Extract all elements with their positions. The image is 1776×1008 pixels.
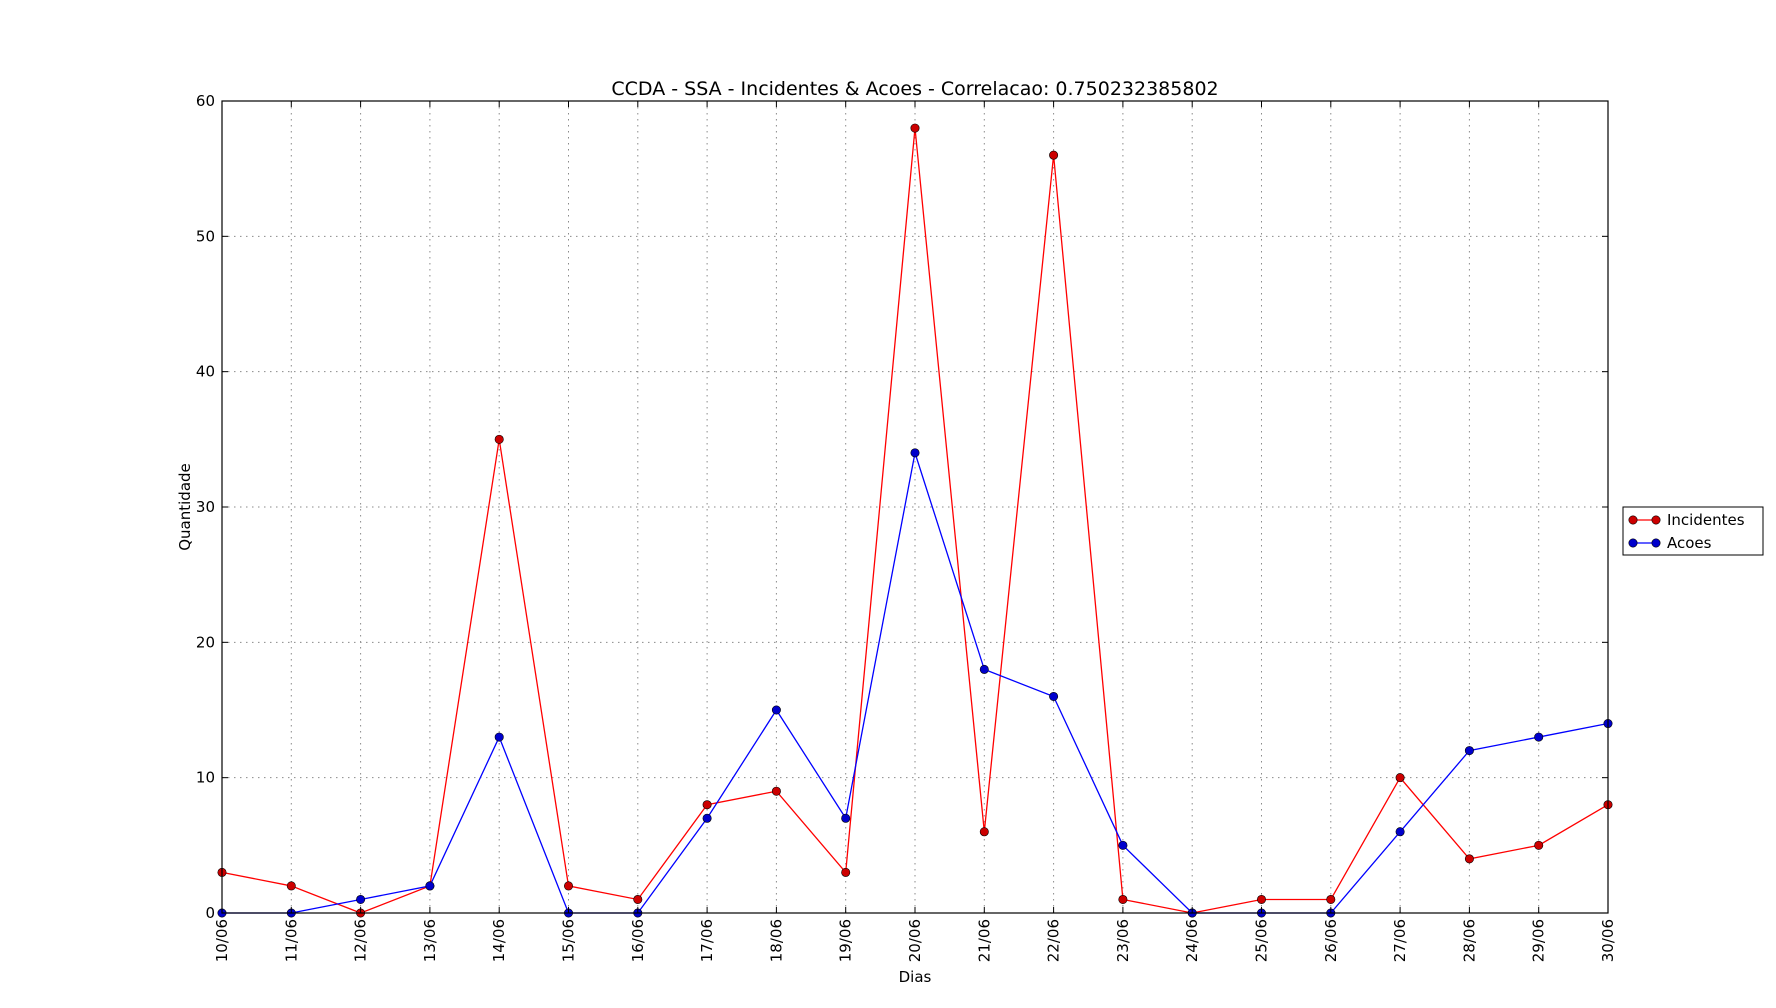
data-point-acoes <box>1395 827 1405 837</box>
y-tick-label: 30 <box>196 498 215 516</box>
x-tick-label: 29/06 <box>1530 919 1548 962</box>
legend-label: Acoes <box>1667 534 1712 552</box>
data-point-acoes <box>910 448 920 458</box>
x-tick-label: 22/06 <box>1045 919 1063 962</box>
legend-marker <box>1651 538 1661 548</box>
legend-item-incidentes: Incidentes <box>1628 511 1745 529</box>
data-point-incidentes <box>979 827 989 837</box>
x-tick-label: 28/06 <box>1460 919 1478 962</box>
data-point-incidentes <box>286 881 296 891</box>
grid-layer <box>222 101 1608 913</box>
y-axis-label: Quantidade <box>176 463 194 551</box>
legend-item-acoes: Acoes <box>1628 534 1712 552</box>
data-point-acoes <box>356 894 366 904</box>
data-point-incidentes <box>563 881 573 891</box>
data-point-acoes <box>1534 732 1544 742</box>
series-layer <box>217 123 1613 918</box>
legend-marker <box>1628 515 1638 525</box>
data-point-incidentes <box>702 800 712 810</box>
x-tick-label: 19/06 <box>837 919 855 962</box>
data-point-incidentes <box>494 434 504 444</box>
legend-box <box>1622 506 1764 556</box>
x-tick-label: 21/06 <box>975 919 993 962</box>
data-point-incidentes <box>1464 854 1474 864</box>
data-point-incidentes <box>1395 773 1405 783</box>
y-tick-label: 0 <box>205 904 215 922</box>
data-point-incidentes <box>1326 894 1336 904</box>
x-tick-label: 25/06 <box>1253 919 1271 962</box>
x-tick-label: 17/06 <box>698 919 716 962</box>
x-tick-label: 14/06 <box>490 919 508 962</box>
data-point-acoes <box>494 732 504 742</box>
data-point-incidentes <box>1049 150 1059 160</box>
y-tick-label: 40 <box>196 363 215 381</box>
data-point-incidentes <box>910 123 920 133</box>
chart-title: CCDA - SSA - Incidentes & Acoes - Correl… <box>611 78 1218 100</box>
x-tick-label: 24/06 <box>1183 919 1201 962</box>
data-point-acoes <box>702 813 712 823</box>
x-tick-label: 20/06 <box>906 919 924 962</box>
legend-marker <box>1651 515 1661 525</box>
y-tick-label: 20 <box>196 633 215 651</box>
x-tick-label: 18/06 <box>767 919 785 962</box>
x-tick-label: 16/06 <box>629 919 647 962</box>
x-tick-label: 30/06 <box>1599 919 1617 962</box>
data-point-acoes <box>425 881 435 891</box>
data-point-incidentes <box>1257 894 1267 904</box>
y-tick-label: 10 <box>196 769 215 787</box>
x-tick-label: 27/06 <box>1391 919 1409 962</box>
data-point-acoes <box>841 813 851 823</box>
x-tick-label: 13/06 <box>421 919 439 962</box>
y-tick-label: 60 <box>196 92 215 110</box>
x-tick-label: 10/06 <box>213 919 231 962</box>
x-axis-label: Dias <box>899 968 932 986</box>
series-acoes <box>217 448 1613 918</box>
x-tick-label: 23/06 <box>1114 919 1132 962</box>
x-tick-label: 26/06 <box>1322 919 1340 962</box>
y-tick-label: 50 <box>196 227 215 245</box>
data-point-acoes <box>1049 691 1059 701</box>
ticks-layer: 10/06 11/06 12/06 13/06 14/06 15/06 16/06 17/06… <box>196 92 1617 962</box>
legend-label: Incidentes <box>1667 511 1745 529</box>
data-point-acoes <box>1118 840 1128 850</box>
data-point-incidentes <box>1118 894 1128 904</box>
data-point-incidentes <box>633 894 643 904</box>
data-point-incidentes <box>841 867 851 877</box>
x-tick-label: 11/06 <box>282 919 300 962</box>
data-point-incidentes <box>1534 840 1544 850</box>
data-point-incidentes <box>771 786 781 796</box>
x-tick-label: 15/06 <box>560 919 578 962</box>
x-tick-label: 12/06 <box>352 919 370 962</box>
data-point-acoes <box>771 705 781 715</box>
data-point-acoes <box>1464 746 1474 756</box>
legend-marker <box>1628 538 1638 548</box>
data-point-acoes <box>979 664 989 674</box>
legend: Incidentes Acoes <box>1622 506 1764 556</box>
